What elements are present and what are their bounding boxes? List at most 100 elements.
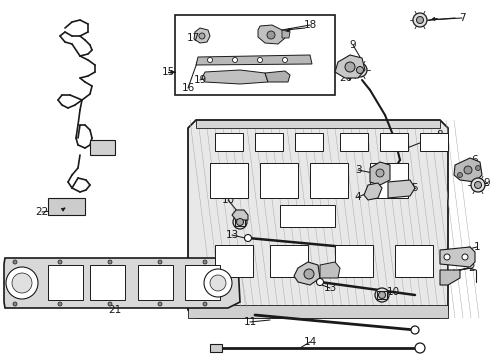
Polygon shape	[48, 198, 85, 215]
Text: 8: 8	[437, 130, 443, 140]
Bar	[48, 265, 83, 300]
Text: 9: 9	[484, 178, 490, 188]
Text: 17: 17	[186, 33, 199, 43]
Circle shape	[207, 58, 213, 63]
Text: 21: 21	[108, 305, 122, 315]
Circle shape	[283, 58, 288, 63]
Bar	[175, 15, 335, 95]
Polygon shape	[320, 262, 340, 278]
Circle shape	[444, 254, 450, 260]
Circle shape	[345, 62, 355, 72]
Text: 15: 15	[161, 67, 174, 77]
Circle shape	[415, 343, 425, 353]
Circle shape	[474, 181, 482, 189]
Text: 7: 7	[459, 13, 466, 23]
Polygon shape	[388, 180, 415, 198]
Circle shape	[462, 254, 468, 260]
Circle shape	[353, 63, 367, 77]
Circle shape	[58, 260, 62, 264]
Circle shape	[378, 292, 386, 298]
Bar	[395, 245, 433, 277]
Text: 3: 3	[355, 165, 361, 175]
Text: 10: 10	[387, 287, 399, 297]
Bar	[310, 163, 348, 198]
Polygon shape	[188, 305, 448, 318]
Polygon shape	[258, 25, 285, 44]
Circle shape	[237, 219, 244, 225]
Text: 18: 18	[303, 20, 317, 30]
Circle shape	[245, 234, 251, 242]
Polygon shape	[440, 270, 460, 285]
Text: 22: 22	[35, 207, 49, 217]
Circle shape	[58, 302, 62, 306]
Circle shape	[203, 302, 207, 306]
Text: 13: 13	[225, 230, 239, 240]
Text: 12: 12	[281, 260, 294, 270]
Bar	[380, 133, 408, 151]
Polygon shape	[370, 162, 390, 185]
Circle shape	[458, 172, 463, 177]
Text: 1: 1	[474, 242, 480, 252]
Circle shape	[203, 260, 207, 264]
Circle shape	[317, 279, 323, 285]
Bar	[335, 245, 373, 277]
Circle shape	[375, 288, 389, 302]
Text: 20: 20	[340, 73, 353, 83]
Text: 5: 5	[412, 183, 418, 193]
Polygon shape	[90, 140, 115, 155]
Text: 19: 19	[194, 75, 207, 85]
Circle shape	[13, 302, 17, 306]
Text: 6: 6	[472, 155, 478, 165]
Bar	[215, 245, 253, 277]
Bar	[377, 291, 387, 299]
Circle shape	[232, 58, 238, 63]
Text: 9: 9	[350, 40, 356, 50]
Polygon shape	[202, 70, 268, 84]
Circle shape	[13, 260, 17, 264]
Bar	[210, 163, 248, 198]
Text: 13: 13	[323, 283, 337, 293]
Circle shape	[258, 58, 263, 63]
Text: 14: 14	[303, 337, 317, 347]
Polygon shape	[232, 210, 248, 220]
Text: 2: 2	[469, 263, 475, 273]
Circle shape	[416, 17, 423, 23]
Polygon shape	[282, 30, 290, 38]
Circle shape	[233, 215, 247, 229]
Text: 4: 4	[355, 192, 361, 202]
Polygon shape	[335, 55, 365, 78]
Polygon shape	[196, 55, 312, 65]
Bar	[215, 133, 243, 151]
Bar	[210, 344, 222, 352]
Circle shape	[357, 67, 364, 73]
Circle shape	[376, 169, 384, 177]
Polygon shape	[454, 158, 482, 182]
Polygon shape	[294, 262, 320, 285]
Circle shape	[411, 326, 419, 334]
Bar	[270, 245, 308, 277]
Polygon shape	[265, 71, 290, 82]
Polygon shape	[364, 183, 382, 200]
Polygon shape	[196, 120, 440, 128]
Circle shape	[464, 166, 472, 174]
Circle shape	[6, 267, 38, 299]
Circle shape	[108, 260, 112, 264]
Bar	[235, 218, 245, 226]
Bar	[90, 265, 125, 300]
Bar	[340, 133, 368, 151]
Circle shape	[475, 166, 481, 171]
Bar	[280, 205, 335, 227]
Polygon shape	[440, 247, 475, 267]
Text: 16: 16	[181, 83, 195, 93]
Circle shape	[210, 275, 226, 291]
Circle shape	[158, 302, 162, 306]
Polygon shape	[188, 120, 448, 318]
Text: 10: 10	[221, 195, 235, 205]
Circle shape	[108, 302, 112, 306]
Polygon shape	[4, 258, 240, 308]
Circle shape	[12, 273, 32, 293]
Circle shape	[413, 13, 427, 27]
Text: 11: 11	[244, 317, 257, 327]
Circle shape	[471, 178, 485, 192]
Bar	[185, 265, 220, 300]
